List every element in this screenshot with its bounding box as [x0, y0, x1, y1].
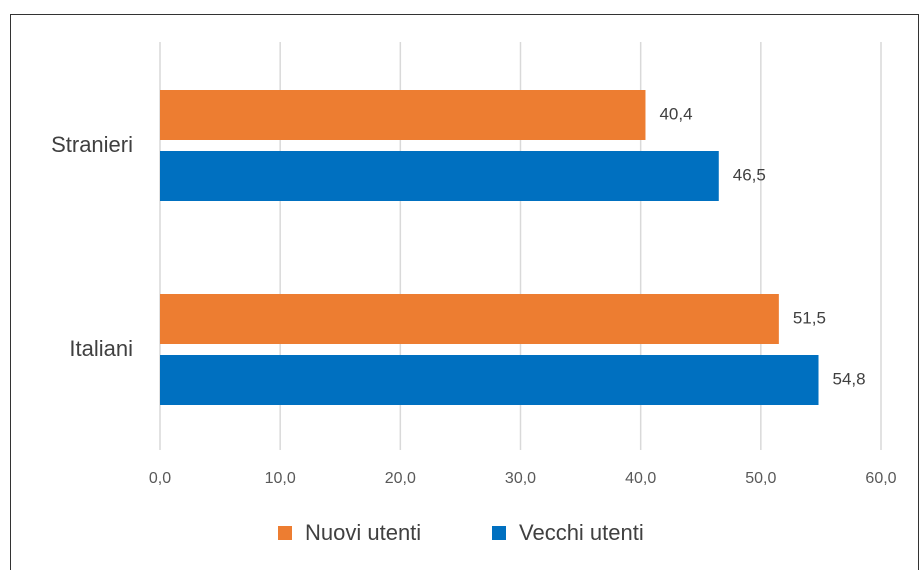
- legend-label: Nuovi utenti: [305, 520, 421, 545]
- y-tick-label: Italiani: [69, 336, 133, 361]
- x-tick-label: 0,0: [149, 470, 171, 487]
- legend-label: Vecchi utenti: [519, 520, 644, 545]
- y-tick-label: Stranieri: [51, 132, 133, 157]
- bar: [160, 151, 719, 201]
- data-label: 46,5: [733, 165, 766, 184]
- x-tick-label: 60,0: [865, 470, 896, 487]
- x-tick-label: 40,0: [625, 470, 656, 487]
- x-tick-label: 50,0: [745, 470, 776, 487]
- bar: [160, 294, 779, 344]
- frame: [10, 14, 919, 570]
- data-label: 51,5: [793, 308, 826, 327]
- bar: [160, 355, 819, 405]
- x-tick-label: 20,0: [385, 470, 416, 487]
- x-tick-label: 30,0: [505, 470, 536, 487]
- legend-swatch: [492, 526, 506, 540]
- bar: [160, 90, 646, 140]
- data-label: 54,8: [833, 369, 866, 388]
- data-label: 40,4: [659, 104, 692, 123]
- legend-swatch: [278, 526, 292, 540]
- x-tick-label: 10,0: [265, 470, 296, 487]
